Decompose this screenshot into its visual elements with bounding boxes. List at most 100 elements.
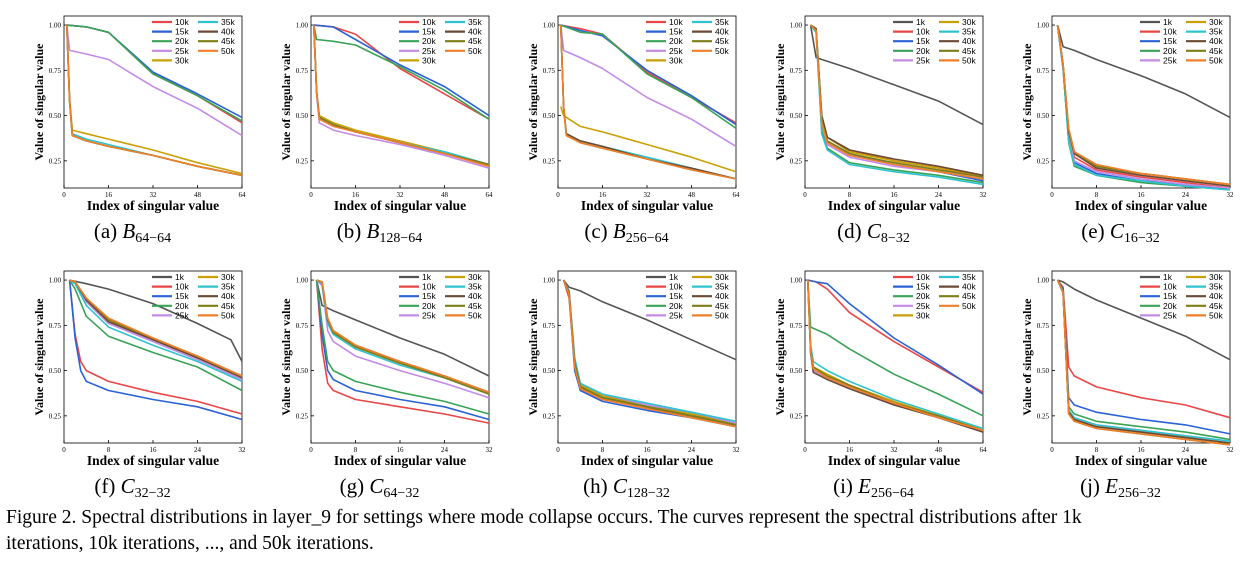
series-line-35k bbox=[807, 280, 984, 430]
series-line-40k bbox=[807, 280, 984, 433]
x-tick-label: 8 bbox=[848, 191, 852, 199]
legend-label-45k: 45k bbox=[221, 301, 235, 311]
subfigure-caption-e: (e) C16−32 bbox=[998, 219, 1243, 247]
series-line-1k bbox=[562, 279, 737, 361]
chart-panel-c: 0 16 32 48 64 0.25 0.50 0.75 1.00 Index of singul… bbox=[504, 2, 749, 252]
y-axis-label: Value of singular value bbox=[773, 43, 787, 161]
figure-caption-line-1: Figure 2. Spectral distributions in laye… bbox=[6, 507, 1082, 528]
subfigure-caption-subscript: 128−64 bbox=[379, 231, 423, 246]
series-group bbox=[315, 279, 490, 424]
series-line-50k bbox=[69, 279, 243, 377]
legend-label-1k: 1k bbox=[669, 272, 679, 282]
series-line-25k bbox=[66, 25, 243, 137]
series-line-25k bbox=[562, 279, 737, 424]
legend-label-15k: 15k bbox=[1163, 291, 1177, 301]
subfigure-caption-subscript: 8−32 bbox=[880, 231, 910, 246]
legend-label-1k: 1k bbox=[422, 272, 432, 282]
x-axis-label: Index of singular value bbox=[1075, 198, 1207, 213]
legend-label-10k: 10k bbox=[1163, 27, 1177, 37]
series-line-20k bbox=[1056, 279, 1231, 441]
series-group bbox=[68, 279, 243, 421]
legend-label-15k: 15k bbox=[422, 27, 436, 37]
subfigure-caption-label: (g) bbox=[339, 474, 370, 498]
y-tick-label: 0.25 bbox=[790, 157, 803, 165]
legend-label-15k: 15k bbox=[916, 36, 930, 46]
subfigure-caption-d: (d) C8−32 bbox=[751, 219, 996, 247]
legend-label-10k: 10k bbox=[1163, 282, 1177, 292]
series-line-45k bbox=[66, 25, 243, 177]
series-line-40k bbox=[810, 24, 984, 177]
x-tick-label: 8 bbox=[1095, 191, 1099, 199]
series-line-1k bbox=[1056, 24, 1231, 119]
legend-label-10k: 10k bbox=[422, 17, 436, 27]
legend-label-30k: 30k bbox=[1209, 272, 1223, 282]
legend-label-10k: 10k bbox=[669, 282, 683, 292]
x-tick-label: 0 bbox=[62, 191, 66, 199]
chart-i: 0 16 32 48 64 0.25 0.50 0.75 1.00 Index of singul… bbox=[773, 270, 987, 468]
y-tick-label: 1.00 bbox=[49, 22, 62, 30]
legend-label-40k: 40k bbox=[1209, 291, 1223, 301]
x-tick-label: 24 bbox=[441, 446, 449, 454]
y-tick-label: 1.00 bbox=[296, 22, 309, 30]
x-tick-label: 16 bbox=[1138, 191, 1146, 199]
series-line-50k bbox=[316, 279, 490, 394]
legend-label-25k: 25k bbox=[1163, 55, 1177, 65]
series-line-20k bbox=[807, 280, 984, 417]
series-line-40k bbox=[69, 279, 243, 379]
legend-label-25k: 25k bbox=[916, 301, 930, 311]
series-line-10k bbox=[315, 280, 490, 424]
x-tick-label: 48 bbox=[441, 191, 449, 199]
y-tick-label: 0.25 bbox=[49, 412, 62, 420]
subfigure-caption-subscript: 64−32 bbox=[383, 486, 420, 501]
series-group bbox=[66, 24, 243, 177]
y-tick-label: 0.50 bbox=[296, 367, 309, 375]
chart-panel-f: 0 8 16 24 32 0.25 0.50 0.75 1.00 Index of singula… bbox=[10, 257, 255, 507]
legend-label-15k: 15k bbox=[669, 27, 683, 37]
series-line-30k bbox=[810, 24, 984, 177]
y-tick-label: 0.50 bbox=[790, 112, 803, 120]
series-line-30k bbox=[560, 106, 737, 173]
x-axis-label: Index of singular value bbox=[334, 453, 466, 468]
legend-label-50k: 50k bbox=[221, 46, 235, 56]
subfigure-caption-subscript: 256−32 bbox=[1118, 486, 1161, 501]
y-tick-label: 0.50 bbox=[49, 367, 62, 375]
chart-j: 0 8 16 24 32 0.25 0.50 0.75 1.00 Index of singula… bbox=[1020, 270, 1234, 468]
x-axis-label: Index of singular value bbox=[828, 453, 960, 468]
subfigure-caption-label: (f) bbox=[94, 474, 121, 498]
legend-label-20k: 20k bbox=[422, 36, 436, 46]
series-line-50k bbox=[66, 25, 243, 177]
legend-label-20k: 20k bbox=[669, 36, 683, 46]
y-tick-label: 0.50 bbox=[1037, 367, 1050, 375]
legend-label-35k: 35k bbox=[221, 17, 235, 27]
subfigure-caption-subscript: 128−32 bbox=[626, 486, 670, 501]
subfigure-caption-label: (h) bbox=[583, 474, 613, 498]
y-tick-label: 0.25 bbox=[543, 412, 556, 420]
legend-label-10k: 10k bbox=[669, 17, 683, 27]
series-line-20k bbox=[68, 279, 243, 392]
y-tick-label: 1.00 bbox=[790, 277, 803, 285]
x-tick-label: 16 bbox=[891, 191, 899, 199]
x-tick-label: 32 bbox=[239, 446, 247, 454]
legend-label-45k: 45k bbox=[715, 301, 729, 311]
x-tick-label: 16 bbox=[644, 446, 652, 454]
series-line-40k bbox=[560, 25, 737, 180]
y-axis-label: Value of singular value bbox=[279, 43, 293, 161]
y-tick-label: 1.00 bbox=[296, 277, 309, 285]
legend-label-30k: 30k bbox=[175, 55, 189, 65]
series-line-20k bbox=[315, 280, 490, 415]
x-tick-label: 64 bbox=[486, 191, 494, 199]
legend-label-15k: 15k bbox=[175, 27, 189, 37]
legend-label-45k: 45k bbox=[962, 46, 976, 56]
legend-label-25k: 25k bbox=[175, 46, 189, 56]
legend-label-45k: 45k bbox=[468, 36, 482, 46]
subfigure-caption-c: (c) B256−64 bbox=[504, 219, 749, 247]
x-axis-label: Index of singular value bbox=[1075, 453, 1207, 468]
x-tick-label: 0 bbox=[556, 191, 560, 199]
legend-label-1k: 1k bbox=[1163, 17, 1173, 27]
subfigure-caption-label: (b) bbox=[336, 219, 367, 243]
legend-label-10k: 10k bbox=[175, 282, 189, 292]
